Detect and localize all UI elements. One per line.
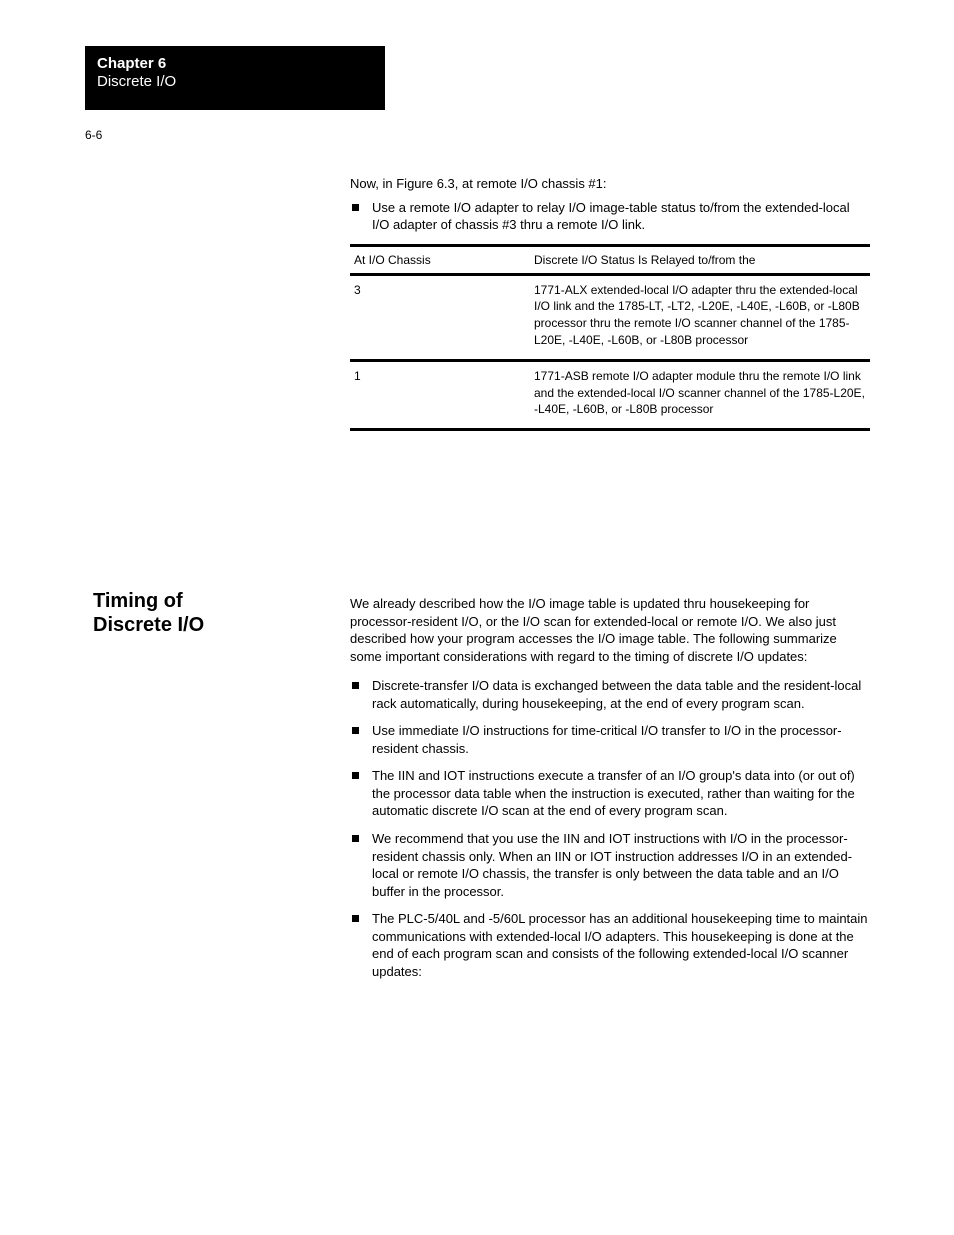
io-status-table: At I/O Chassis Discrete I/O Status Is Re… [350,244,870,432]
table-cell-chassis: 1 [354,368,534,418]
intro-bullet-list: Use a remote I/O adapter to relay I/O im… [350,199,870,234]
page-number: 6-6 [85,128,102,142]
table-row: 3 1771-ALX extended-local I/O adapter th… [350,273,870,359]
intro-paragraph: Now, in Figure 6.3, at remote I/O chassi… [350,175,870,193]
chapter-number: Chapter 6 [97,55,373,73]
heading-line-2: Discrete I/O [93,614,204,636]
table-cell-chassis: 3 [354,282,534,349]
table-header-chassis: At I/O Chassis [354,253,534,267]
table-cell-relay: 1771-ASB remote I/O adapter module thru … [534,368,866,418]
timing-bullet-list: Discrete-transfer I/O data is exchanged … [350,677,870,980]
main-content-top: Now, in Figure 6.3, at remote I/O chassi… [350,175,870,461]
table-header-relay: Discrete I/O Status Is Relayed to/from t… [534,253,866,267]
main-content-bottom: We already described how the I/O image t… [350,595,870,990]
chapter-subtitle: Discrete I/O [97,73,373,91]
timing-intro-paragraph: We already described how the I/O image t… [350,595,870,665]
list-item: The IIN and IOT instructions execute a t… [350,767,870,820]
table-row: 1 1771-ASB remote I/O adapter module thr… [350,359,870,428]
intro-bullet: Use a remote I/O adapter to relay I/O im… [350,199,870,234]
heading-line-1: Timing of [93,590,183,612]
table-cell-relay: 1771-ALX extended-local I/O adapter thru… [534,282,866,349]
table-end-rule [350,428,870,431]
section-heading-timing: Timing of Discrete I/O [93,589,204,637]
list-item: Use immediate I/O instructions for time-… [350,722,870,757]
chapter-header: Chapter 6 Discrete I/O [85,46,385,110]
list-item: The PLC-5/40L and -5/60L processor has a… [350,910,870,980]
list-item: Discrete-transfer I/O data is exchanged … [350,677,870,712]
table-header-row: At I/O Chassis Discrete I/O Status Is Re… [350,247,870,273]
list-item: We recommend that you use the IIN and IO… [350,830,870,900]
